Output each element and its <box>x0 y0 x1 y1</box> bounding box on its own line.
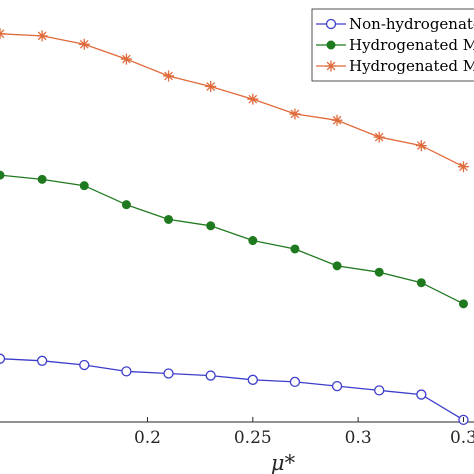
data-point <box>289 376 301 388</box>
data-point <box>78 38 90 50</box>
data-point <box>79 181 89 191</box>
x-tick-label: 0.3 <box>450 428 474 448</box>
data-point <box>164 214 174 224</box>
series-1 <box>0 353 469 426</box>
data-point <box>205 81 217 93</box>
data-point <box>206 221 216 231</box>
data-point <box>37 174 47 184</box>
legend-label: Hydrogenated M <box>349 57 474 75</box>
series-line <box>0 358 464 421</box>
data-point <box>79 359 90 371</box>
x-tick-label: 0.25 <box>234 428 272 448</box>
legend-entry: Non-hydrogenate <box>316 15 474 33</box>
data-point <box>331 380 343 392</box>
data-point <box>163 368 174 379</box>
data-point <box>205 370 216 381</box>
data-point <box>415 140 427 152</box>
x-axis-title: μ* <box>271 451 296 474</box>
series-layer <box>0 28 469 426</box>
data-point <box>332 261 342 271</box>
data-point <box>289 108 301 120</box>
legend-label: Hydrogenated M <box>349 36 474 54</box>
data-point <box>457 161 469 173</box>
data-point <box>374 267 384 277</box>
legend: Non-hydrogenate Hydrogenated M Hydrogenate… <box>311 8 474 82</box>
data-point <box>416 278 426 288</box>
data-point <box>325 18 337 30</box>
x-tick-label: 0.3 <box>345 428 372 448</box>
data-point <box>373 131 385 143</box>
data-point <box>121 200 131 210</box>
data-point <box>374 385 385 396</box>
series-3 <box>0 28 469 173</box>
data-point <box>0 28 6 40</box>
data-point <box>120 53 132 65</box>
legend-entry: Hydrogenated M <box>316 36 474 54</box>
data-point <box>36 30 48 42</box>
series-line <box>0 174 464 305</box>
data-point <box>325 60 337 72</box>
data-point <box>326 40 336 50</box>
data-point <box>247 374 258 385</box>
data-point <box>416 389 427 400</box>
data-point <box>0 353 6 364</box>
x-tick-label: 0.2 <box>134 428 161 448</box>
data-point <box>121 366 132 377</box>
x-ticks: 0.2 0.25 0.3 0.3 <box>134 417 474 448</box>
data-point <box>248 236 258 246</box>
data-point <box>290 244 300 254</box>
data-point <box>36 355 48 366</box>
legend-entry: Hydrogenated M <box>316 57 474 75</box>
data-point <box>458 299 468 309</box>
data-point <box>0 170 5 180</box>
data-point <box>247 93 259 105</box>
series-2 <box>0 170 468 309</box>
series-line <box>0 33 464 168</box>
data-point <box>163 70 175 82</box>
legend-label: Non-hydrogenate <box>349 15 474 33</box>
data-point <box>331 114 343 126</box>
